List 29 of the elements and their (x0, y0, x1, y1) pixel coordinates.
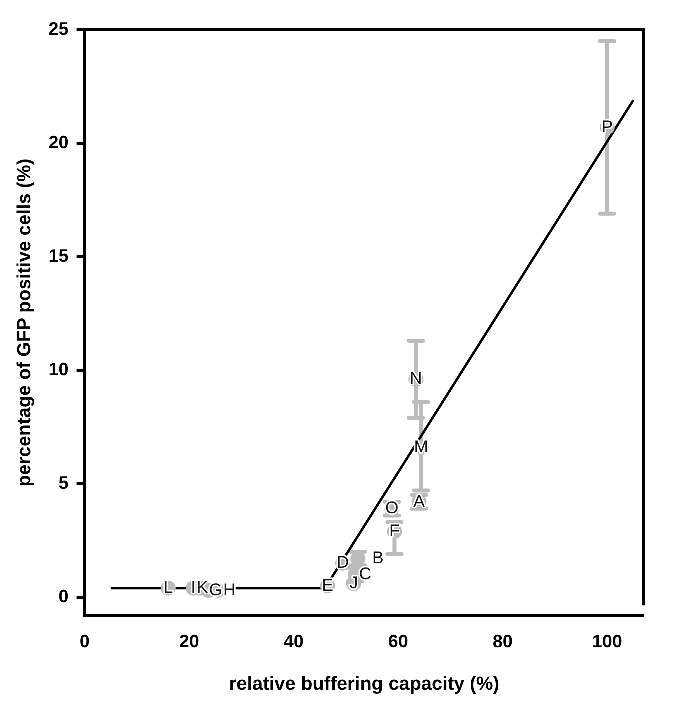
data-label: J (350, 574, 358, 593)
y-tick-label: 5 (58, 472, 69, 493)
data-label: E (322, 576, 334, 595)
data-label: L (164, 578, 174, 598)
x-axis-title: relative buffering capacity (%) (229, 674, 500, 695)
data-label: C (359, 564, 372, 584)
y-tick-label: 20 (48, 132, 69, 152)
y-axis-title: percentage of GFP positive cells (%) (14, 158, 36, 487)
data-label: N (410, 369, 422, 388)
data-label: M (414, 437, 428, 456)
data-label: G (209, 580, 222, 600)
data-label: K (196, 578, 209, 598)
data-label: F (390, 521, 400, 540)
data-label: B (372, 548, 384, 568)
x-tick-label: 40 (284, 631, 304, 652)
y-tick-label: 15 (48, 246, 69, 266)
x-tick-label: 20 (179, 631, 200, 652)
x-tick-label: 80 (492, 631, 513, 652)
y-tick-label: 10 (48, 359, 69, 380)
data-label: P (602, 117, 614, 136)
data-label: O (385, 498, 399, 518)
x-tick-label: 60 (388, 631, 408, 652)
y-tick-label: 0 (58, 586, 69, 606)
y-tick-label: 25 (48, 18, 69, 39)
data-label: I (191, 578, 196, 598)
data-label: A (414, 492, 426, 511)
x-tick-label: 0 (80, 631, 90, 652)
x-tick-label: 100 (592, 631, 622, 652)
data-label: D (336, 553, 350, 572)
